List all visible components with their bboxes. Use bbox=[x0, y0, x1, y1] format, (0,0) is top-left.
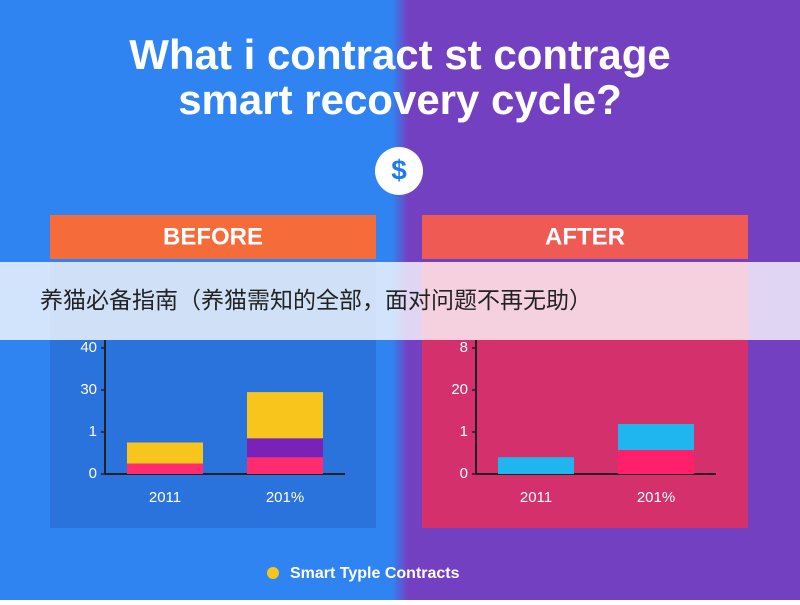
chart-title: AFTER bbox=[545, 223, 625, 250]
y-tick-label: 40 bbox=[80, 339, 97, 356]
header bbox=[422, 215, 748, 259]
bar-segment bbox=[247, 392, 323, 439]
bar-segment bbox=[618, 424, 694, 451]
bar-segment bbox=[247, 438, 323, 458]
bar-segment bbox=[127, 442, 203, 464]
y-tick-label: 30 bbox=[80, 381, 97, 398]
y-tick-label: 8 bbox=[460, 339, 468, 356]
x-tick-label: 201% bbox=[637, 489, 675, 506]
chart-title: BEFORE bbox=[163, 223, 263, 250]
header bbox=[50, 215, 376, 259]
x-tick-label: 2011 bbox=[520, 489, 552, 506]
bar-segment bbox=[498, 457, 574, 474]
title: What i contract st contrage bbox=[129, 31, 670, 78]
title: smart recovery cycle? bbox=[178, 76, 622, 123]
y-tick-label: 1 bbox=[89, 423, 97, 440]
banner-bg bbox=[0, 262, 800, 340]
bar-segment bbox=[247, 457, 323, 474]
x-tick-label: 2011 bbox=[149, 489, 181, 506]
y-tick-label: 0 bbox=[460, 465, 468, 482]
banner: 养猫必备指南（养猫需知的全部，面对问题不再无助） bbox=[40, 287, 592, 313]
bar-segment bbox=[618, 450, 694, 474]
y-tick-label: 0 bbox=[89, 465, 97, 482]
legend-swatch bbox=[267, 567, 279, 579]
bar-segment bbox=[127, 463, 203, 474]
badge: $ bbox=[391, 154, 407, 185]
x-tick-label: 201% bbox=[266, 489, 304, 506]
y-tick-label: 20 bbox=[451, 381, 468, 398]
y-tick-label: 1 bbox=[460, 423, 468, 440]
badge-circle bbox=[375, 147, 423, 195]
legend-label: Smart Typle Contracts bbox=[290, 565, 460, 582]
